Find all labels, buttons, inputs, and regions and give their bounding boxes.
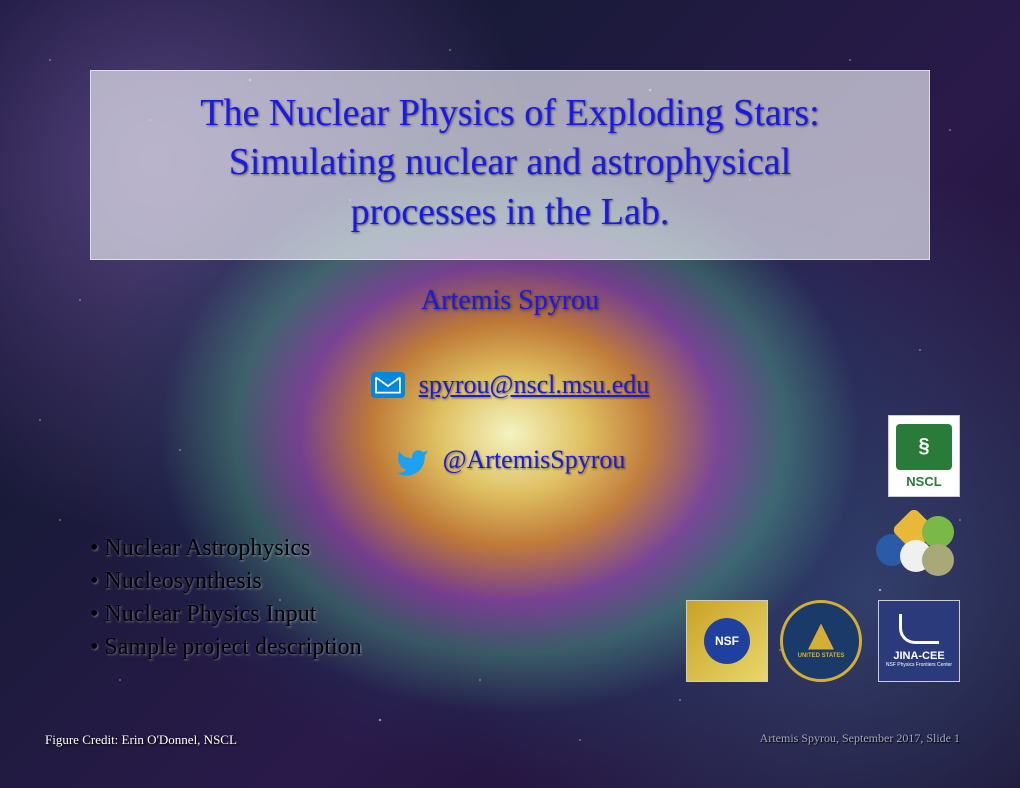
title-line-2: Simulating nuclear and astrophysical: [229, 141, 791, 183]
title-line-1: The Nuclear Physics of Exploding Stars:: [200, 92, 820, 134]
bullet-text: Nuclear Astrophysics: [104, 535, 310, 561]
author-name: Artemis Spyrou: [0, 285, 1020, 317]
twitter-icon: [395, 446, 429, 474]
doe-label: UNITED STATES: [798, 653, 845, 659]
jina-circle-icon: [922, 544, 954, 576]
bullet-list: • Nuclear Astrophysics • Nucleosynthesis…: [90, 535, 362, 667]
logo-jina-circles: [870, 510, 960, 580]
email-link[interactable]: spyrou@nscl.msu.edu: [419, 370, 649, 400]
twitter-link[interactable]: @ArtemisSpyrou: [443, 445, 626, 475]
jina-j-icon: [899, 614, 939, 644]
logo-nscl: § NSCL: [888, 415, 960, 497]
slide: The Nuclear Physics of Exploding Stars: …: [0, 0, 1020, 788]
bullet-text: Sample project description: [104, 634, 361, 660]
nscl-swirl-icon: §: [896, 424, 952, 470]
bullet-item: • Nuclear Physics Input: [90, 601, 362, 628]
title-box: The Nuclear Physics of Exploding Stars: …: [90, 70, 930, 260]
bullet-text: Nucleosynthesis: [104, 568, 261, 594]
figure-credit: Figure Credit: Erin O'Donnel, NSCL: [45, 732, 237, 748]
bullet-item: • Sample project description: [90, 634, 362, 661]
nsf-label: NSF: [704, 618, 750, 664]
bullet-item: • Nucleosynthesis: [90, 568, 362, 595]
nscl-label: NSCL: [906, 474, 941, 489]
logo-jina-cee: JINA-CEE NSF Physics Frontiers Center: [878, 600, 960, 682]
bullet-text: Nuclear Physics Input: [104, 601, 316, 627]
jina-cee-sublabel: NSF Physics Frontiers Center: [886, 662, 952, 668]
logo-nsf: NSF: [686, 600, 768, 682]
title-line-3: processes in the Lab.: [351, 191, 670, 233]
jina-cee-label: JINA-CEE: [893, 650, 944, 662]
slide-footer: Artemis Spyrou, September 2017, Slide 1: [760, 731, 960, 746]
email-icon: [371, 372, 405, 398]
doe-eagle-icon: [808, 624, 834, 650]
twitter-row: @ArtemisSpyrou: [0, 445, 1020, 475]
logo-doe: UNITED STATES: [780, 600, 862, 682]
bullet-item: • Nuclear Astrophysics: [90, 535, 362, 562]
email-row: spyrou@nscl.msu.edu: [0, 370, 1020, 400]
slide-title: The Nuclear Physics of Exploding Stars: …: [121, 89, 899, 237]
